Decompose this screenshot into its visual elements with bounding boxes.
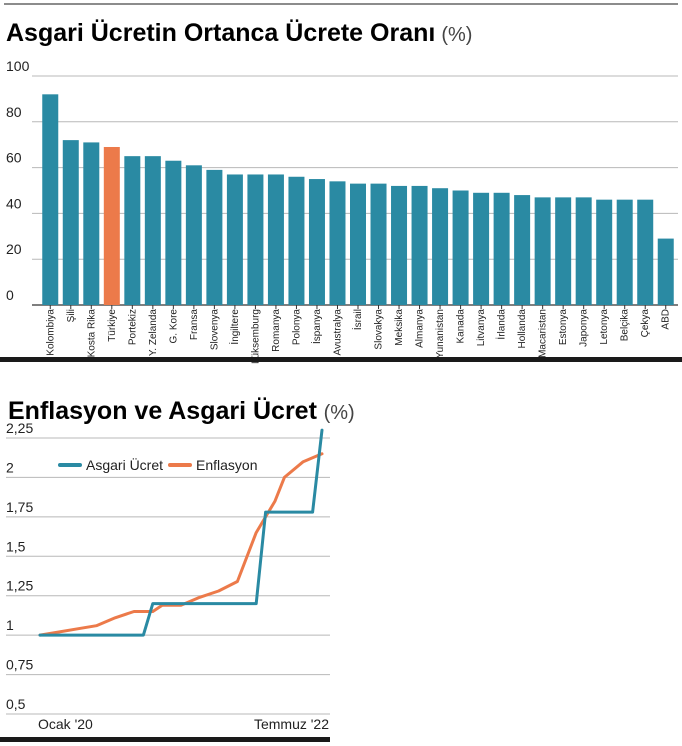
chart1-bar <box>83 142 100 305</box>
chart1-bar <box>206 169 223 305</box>
chart1-y-tick-label: 40 <box>6 195 22 211</box>
chart1-category-label: Kanada <box>456 309 467 344</box>
chart1-bar <box>432 188 449 305</box>
chart1-category-label: Litvanya <box>476 309 487 347</box>
chart1-category-label: Çekya <box>640 309 651 338</box>
legend-label-enflasyon: Enflasyon <box>196 457 257 473</box>
chart1-category-label: Avustralya <box>332 309 343 356</box>
chart1-y-ticks: 0 20 40 60 80 100 <box>6 58 30 303</box>
chart1-category-label: Letonya <box>599 309 610 345</box>
chart1-y-tick-label: 0 <box>6 287 14 303</box>
chart1-category-label: Estonya <box>558 309 569 346</box>
chart1-category-labels: Kolombiya Şili Kosta Rika Türkiye Portekiz Y.… <box>45 309 671 364</box>
chart2-gridlines <box>6 437 330 715</box>
chart1-bar <box>514 195 531 305</box>
chart1-category-label: Belçika <box>620 309 631 342</box>
chart1-bar <box>185 165 202 305</box>
chart1-bar <box>103 146 120 305</box>
chart1-category-label: İspanya <box>310 309 323 344</box>
chart1-category-label: Slovenya <box>209 309 220 351</box>
chart1-bars <box>42 94 674 309</box>
chart1-bar <box>267 174 284 305</box>
chart1-bar <box>596 199 613 305</box>
chart2-x-label-start: Ocak '20 <box>38 716 93 732</box>
chart1-bar <box>616 199 633 305</box>
bottom-rule-1 <box>0 357 682 362</box>
chart2-y-tick-label: 1 <box>6 617 14 633</box>
chart2-y-tick-label: 2 <box>6 459 14 475</box>
chart1-category-label: İngiltere <box>228 309 241 345</box>
chart1-category-label: Almanya <box>415 309 426 348</box>
chart1-bar <box>575 197 592 305</box>
chart2-y-tick-label: 1,25 <box>6 578 33 594</box>
chart1-bar <box>473 192 490 305</box>
chart1-bar <box>124 156 141 305</box>
chart1-category-label: Hollanda <box>517 309 528 349</box>
chart1-category-label: Japonya <box>579 309 590 347</box>
chart1-category-label: Türkiye <box>107 309 118 342</box>
chart1-bar <box>288 176 305 305</box>
chart1-category-label: İsrail <box>351 309 364 330</box>
chart2-title: Enflasyon ve Asgari Ücret <box>8 396 318 425</box>
chart2-y-tick-label: 2,25 <box>6 420 33 436</box>
chart1-bar <box>329 181 346 305</box>
chart1-category-label: Kosta Rika <box>86 309 97 358</box>
chart2-legend: Asgari Ücret Enflasyon <box>58 456 257 473</box>
chart1-bar <box>391 185 408 305</box>
chart1-bar <box>370 183 387 305</box>
chart1-bar <box>226 174 243 305</box>
chart1-category-label: Polonya <box>291 309 302 346</box>
chart1-bar <box>411 185 428 305</box>
chart1-category-label: Kolombiya <box>45 309 56 356</box>
chart1-bar <box>493 192 510 305</box>
chart2-y-tick-label: 0,5 <box>6 696 26 712</box>
chart1-bar <box>452 190 469 305</box>
chart1-bar <box>144 156 161 305</box>
chart1-category-label: Lüksemburg <box>250 309 261 364</box>
chart2-series <box>38 428 324 637</box>
legend-label-asgari-ucret: Asgari Ücret <box>86 456 163 473</box>
chart1-category-label: Meksika <box>394 309 405 346</box>
chart2-y-tick-label: 0,75 <box>6 657 33 673</box>
chart1-category-label: Macaristan <box>538 309 549 358</box>
chart1-category-label: Portekiz <box>127 309 138 345</box>
chart1-bar <box>247 174 264 305</box>
chart1-category-label: Fransa <box>189 309 200 341</box>
chart2-x-label-end: Temmuz '22 <box>254 716 329 732</box>
series-line-asgari-ucret <box>38 428 324 637</box>
chart1-category-label: İrlanda <box>495 309 508 340</box>
bottom-rule-2 <box>0 737 330 742</box>
chart1-bar <box>637 199 654 305</box>
chart1-y-tick-label: 60 <box>6 150 22 166</box>
chart1-title: Asgari Ücretin Ortanca Ücrete Oranı <box>6 18 435 47</box>
chart1-category-label: Romanya <box>271 309 282 352</box>
chart1-bar <box>657 238 674 305</box>
chart1-bar <box>62 140 79 305</box>
series-line-enflasyon <box>38 452 324 637</box>
chart1-bar <box>555 197 572 305</box>
chart1-category-label: Slovakya <box>374 309 385 350</box>
chart2-y-ticks: 0,5 0,75 1 1,25 1,5 1,75 2 2,25 <box>6 420 33 712</box>
chart1-y-tick-label: 20 <box>6 241 22 257</box>
chart1-category-label: Yunanistan <box>435 309 446 359</box>
chart2-y-tick-label: 1,75 <box>6 499 33 515</box>
chart1-bar <box>534 197 551 305</box>
chart1-y-tick-label: 80 <box>6 104 22 120</box>
chart1-bar <box>165 160 182 305</box>
chart1-bar <box>349 183 367 305</box>
chart1-category-label: Şili <box>66 309 77 322</box>
chart1-category-label: ABD <box>661 309 672 330</box>
chart1-bar <box>42 94 59 305</box>
chart1-y-tick-label: 100 <box>6 58 30 74</box>
chart2-unit: (%) <box>324 402 355 424</box>
chart1-bar <box>308 179 325 305</box>
chart1-category-label: Y. Zelanda <box>148 309 159 357</box>
chart2-y-tick-label: 1,5 <box>6 538 26 554</box>
chart1-unit: (%) <box>441 24 472 46</box>
chart1-category-label: G. Kore <box>168 309 179 344</box>
